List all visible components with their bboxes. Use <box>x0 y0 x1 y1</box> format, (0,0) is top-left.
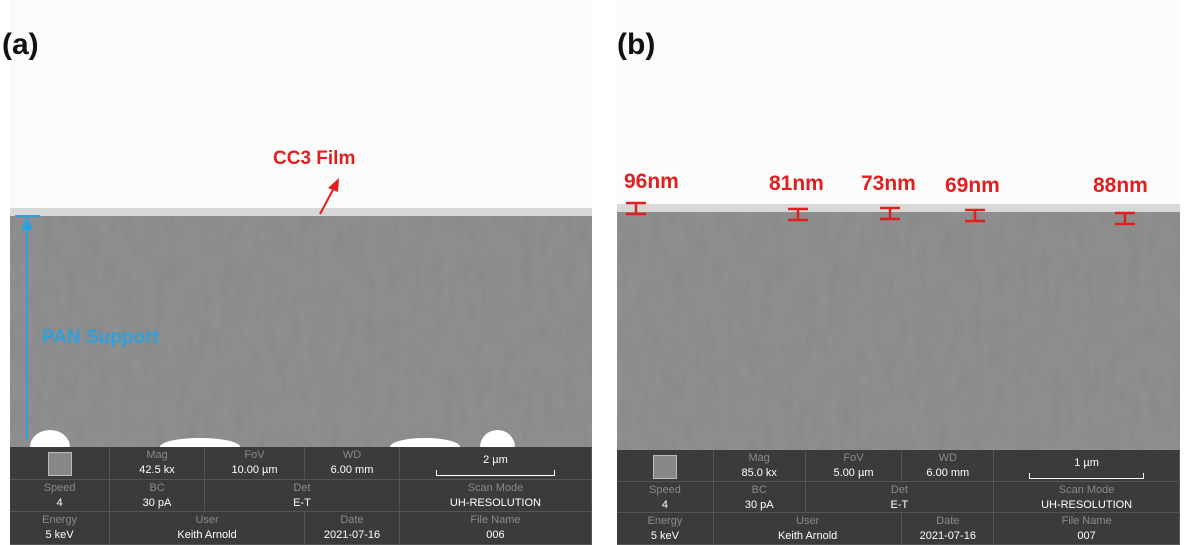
info-value: UH-RESOLUTION <box>400 496 591 511</box>
info-label: Energy <box>10 513 109 528</box>
pores <box>617 212 1180 450</box>
sem-image <box>617 0 1180 450</box>
info-label: WD <box>305 448 399 463</box>
info-label: Energy <box>617 514 713 529</box>
info-value: 6.00 mm <box>305 463 399 478</box>
info-label: Date <box>902 514 993 529</box>
info-value: E-T <box>205 496 399 511</box>
info-label: WD <box>902 451 993 466</box>
info-label: User <box>110 513 304 528</box>
info-label: BC <box>714 483 805 498</box>
info-cell: DetE-T <box>205 480 400 513</box>
thickness-label: 96nm <box>624 170 679 194</box>
figure: {"panels": [ {"label": "(a)", "annotatio… <box>0 0 1189 545</box>
info-value: Keith Arnold <box>714 529 902 544</box>
scale-cell: 2 µm <box>400 447 592 480</box>
info-value: 007 <box>994 529 1179 544</box>
film-label: CC3 Film <box>273 148 355 170</box>
info-value: 85.0 kx <box>714 466 805 481</box>
info-value: 10.00 µm <box>205 463 304 478</box>
info-label: Speed <box>10 481 109 496</box>
scale-bar-label: 2 µm <box>400 453 591 468</box>
info-label: Speed <box>617 483 713 498</box>
info-label: FoV <box>205 448 304 463</box>
info-label: Det <box>806 483 994 498</box>
logo-cell <box>617 450 714 482</box>
scale-bar-label: 1 µm <box>994 456 1179 471</box>
info-value: 2021-07-16 <box>305 528 399 543</box>
info-value: 4 <box>617 498 713 513</box>
info-value: UH-RESOLUTION <box>994 498 1179 513</box>
info-value: 4 <box>10 496 109 511</box>
info-value: Keith Arnold <box>110 528 304 543</box>
panel-label: (b) <box>617 28 655 62</box>
info-label: File Name <box>994 514 1179 529</box>
info-label: FoV <box>806 451 902 466</box>
info-value: 5.00 µm <box>806 466 902 481</box>
logo <box>48 452 72 476</box>
info-value: 6.00 mm <box>902 466 993 481</box>
info-label: File Name <box>400 513 591 528</box>
info-label: Scan Mode <box>400 481 591 496</box>
thickness-label: 81nm <box>769 172 824 196</box>
panel-label: (a) <box>2 28 39 62</box>
info-label: Mag <box>110 448 204 463</box>
info-value: E-T <box>806 498 994 513</box>
scale-bar <box>1029 473 1144 479</box>
info-label: Date <box>305 513 399 528</box>
info-value: 5 keV <box>617 529 713 544</box>
scale-bar <box>436 470 554 476</box>
info-label: User <box>714 514 902 529</box>
info-label: BC <box>110 481 204 496</box>
sem-image <box>10 0 592 447</box>
info-value: 30 pA <box>110 496 204 511</box>
scale-cell: 1 µm <box>994 450 1180 482</box>
info-value: 2021-07-16 <box>902 529 993 544</box>
thickness-label: 88nm <box>1093 174 1148 198</box>
info-label: Scan Mode <box>994 483 1179 498</box>
logo-cell <box>10 447 110 480</box>
thickness-label: 69nm <box>945 174 1000 198</box>
logo <box>653 455 677 479</box>
info-label: Mag <box>714 451 805 466</box>
info-value: 5 keV <box>10 528 109 543</box>
thickness-label: 73nm <box>861 172 916 196</box>
info-value: 006 <box>400 528 591 543</box>
support-label: PAN Support <box>42 327 159 349</box>
info-value: 42.5 kx <box>110 463 204 478</box>
info-label: Det <box>205 481 399 496</box>
info-value: 30 pA <box>714 498 805 513</box>
